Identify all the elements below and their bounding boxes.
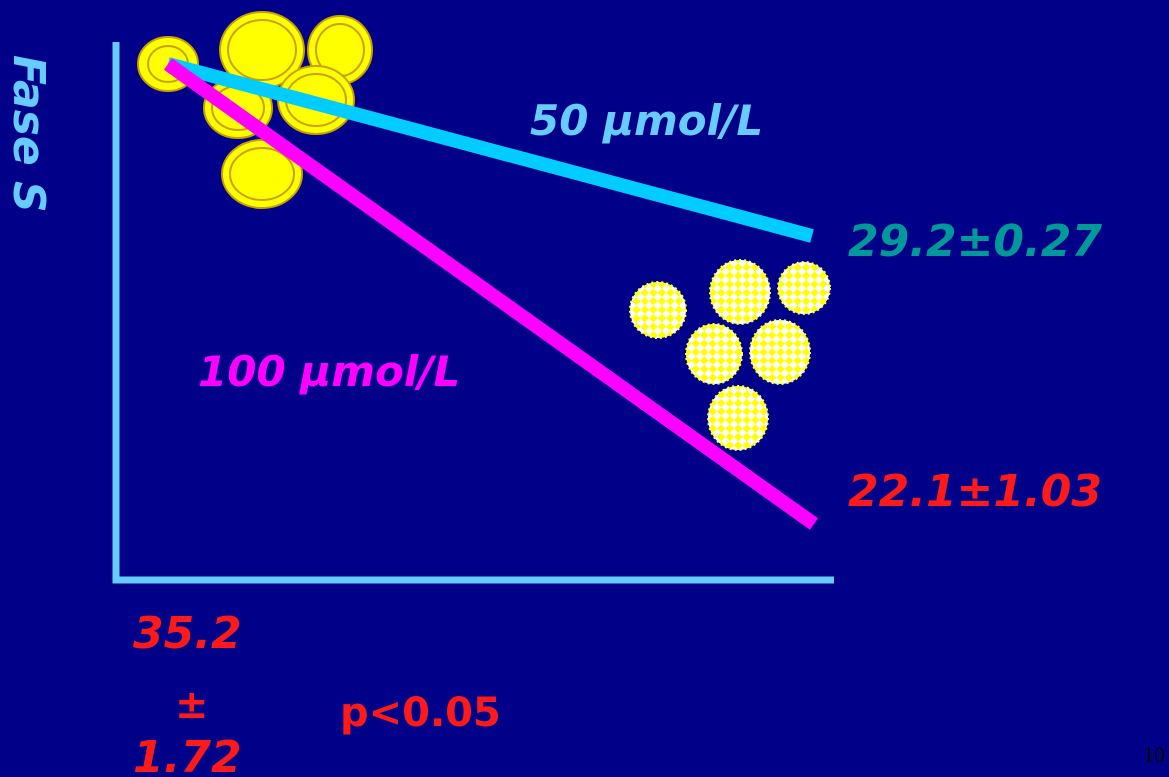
p-value: p<0.05 xyxy=(340,690,501,736)
start-value: 35.2 xyxy=(133,608,242,659)
line-50 xyxy=(166,57,814,243)
axis-label: Fase S xyxy=(3,55,54,213)
apoptotic-cells xyxy=(629,259,831,451)
slide-number: 10 xyxy=(1143,742,1165,767)
line-label: 100 µmol/L xyxy=(198,347,460,396)
end-value: 29.2±0.27 xyxy=(848,216,1102,267)
start-sign: ± xyxy=(175,682,209,728)
line-100 xyxy=(163,58,819,530)
start-error: 1.72 xyxy=(133,732,242,777)
axes xyxy=(112,42,834,584)
end-value: 22.1±1.03 xyxy=(848,466,1102,517)
line-label: 50 µmol/L xyxy=(530,96,763,145)
